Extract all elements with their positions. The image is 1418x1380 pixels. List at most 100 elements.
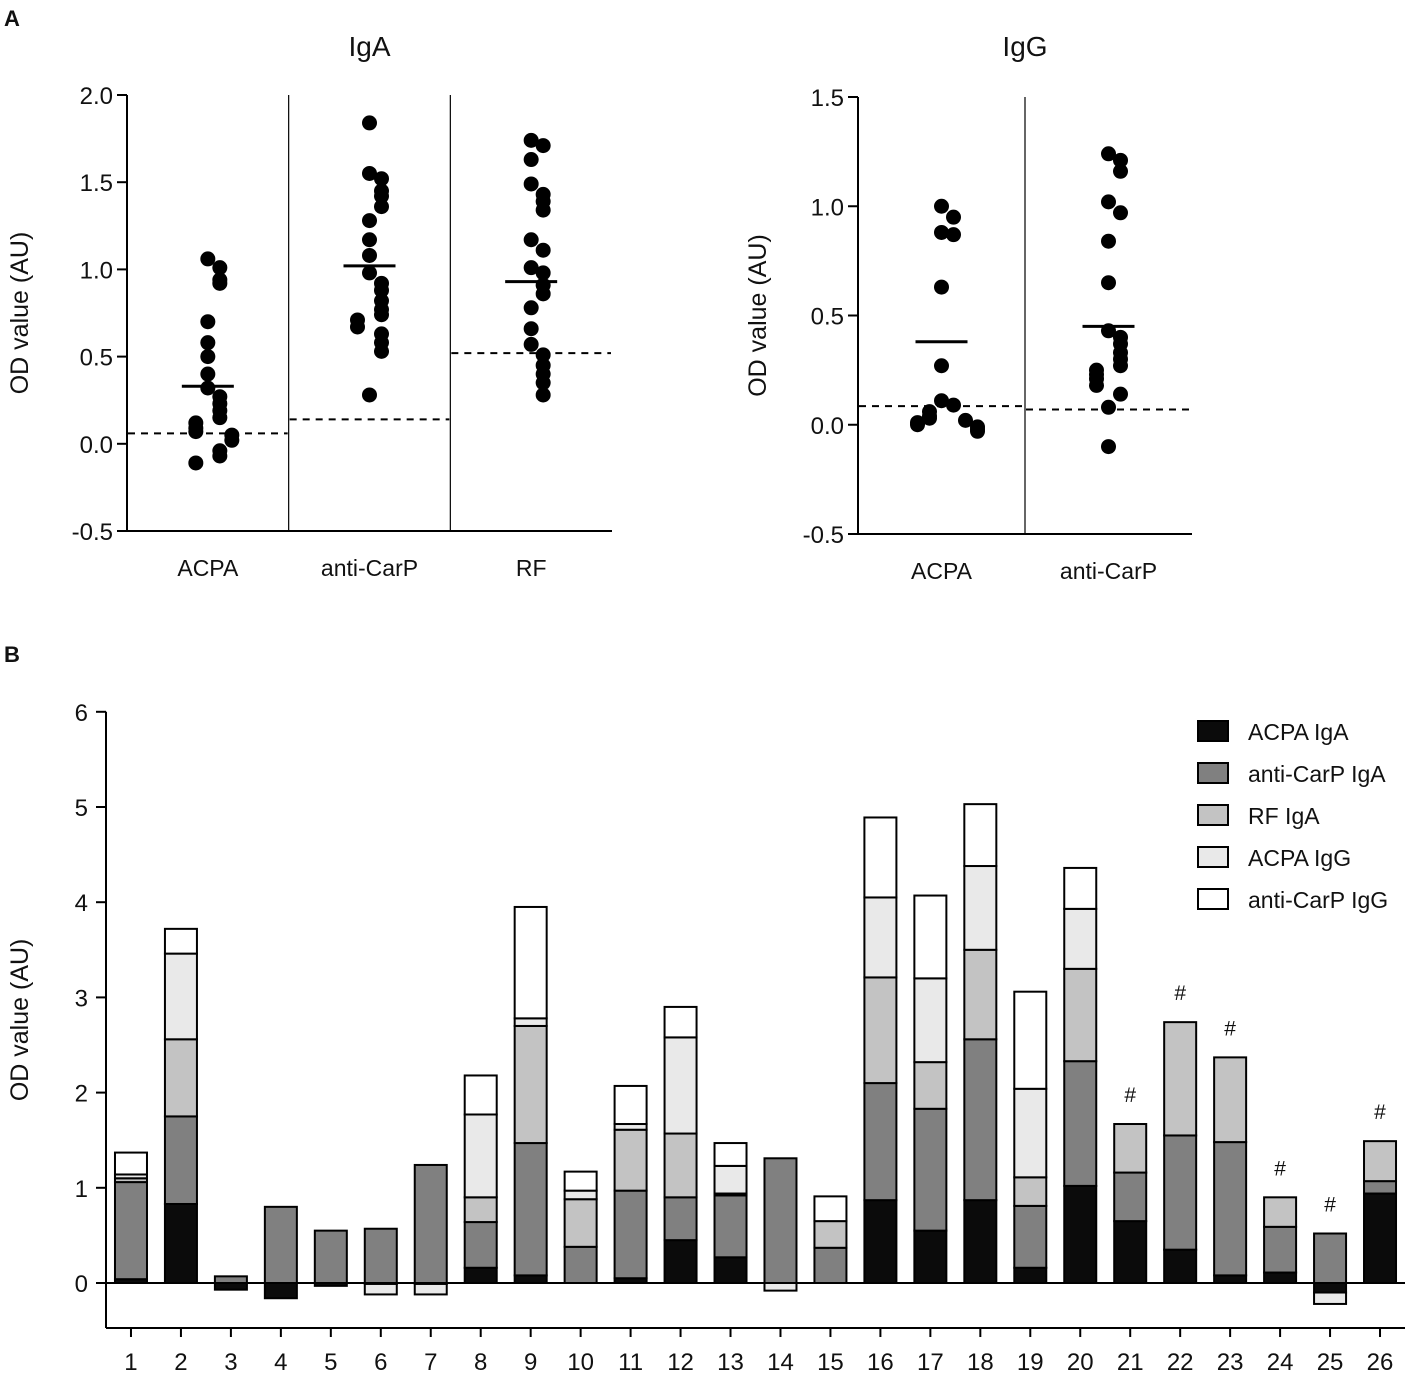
x-category-label: anti-CarP [1060, 558, 1157, 584]
data-point [374, 171, 389, 187]
bar-segment [513, 905, 548, 1020]
y-tick-label: 0.5 [80, 345, 113, 372]
x-tick-label: 22 [1167, 1349, 1194, 1376]
data-point [934, 393, 949, 409]
data-point [1113, 386, 1128, 402]
data-point [362, 387, 377, 403]
legend-label: ACPA IgG [1248, 845, 1351, 871]
bar-segment [113, 1151, 148, 1176]
x-tick-label: 4 [274, 1349, 287, 1376]
bar-segment [163, 1115, 198, 1205]
data-point [362, 232, 377, 248]
x-tick-label: 8 [474, 1349, 487, 1376]
data-point [188, 455, 204, 471]
bar-segment [1263, 1196, 1298, 1228]
data-point [970, 423, 985, 439]
bar-segment [463, 1266, 498, 1284]
y-tick-label: 2 [75, 1081, 88, 1108]
x-tick-label: 17 [917, 1349, 944, 1376]
bar-segment [863, 976, 898, 1085]
bar-segment [663, 1036, 698, 1135]
significance-mark: # [1324, 1193, 1336, 1216]
bar-segment [463, 1221, 498, 1269]
data-point [1113, 152, 1128, 168]
bar-segment [1313, 1291, 1348, 1305]
bar-segment [1063, 1184, 1098, 1284]
y-tick-label: 6 [75, 700, 88, 727]
significance-mark: # [1374, 1101, 1386, 1124]
bar-segment [1163, 1134, 1198, 1251]
bar-segment [863, 1082, 898, 1202]
panel-label-a: A [4, 6, 20, 31]
significance-mark: # [1274, 1157, 1286, 1180]
data-point [535, 138, 551, 154]
legend-label: anti-CarP IgG [1248, 887, 1388, 913]
data-point [523, 176, 539, 192]
y-tick-label: 1 [75, 1176, 88, 1203]
bar-segment [1113, 1220, 1148, 1284]
data-point [350, 319, 365, 335]
data-point [1113, 205, 1128, 221]
bar-segment [813, 1195, 848, 1223]
bar-segment [613, 1189, 648, 1280]
data-point [1101, 146, 1116, 162]
bar-segment [863, 896, 898, 979]
data-point [946, 227, 961, 243]
bar-segment [713, 1164, 748, 1195]
data-point [212, 448, 228, 464]
bar-segment [1313, 1282, 1348, 1294]
bar-segment [163, 952, 198, 1041]
y-axis-label: OD value (AU) [6, 232, 34, 395]
bar-segment [313, 1229, 348, 1285]
bar-segment [963, 1038, 998, 1202]
bar-segment [1013, 1266, 1048, 1284]
significance-mark: # [1124, 1084, 1136, 1107]
data-point [535, 387, 551, 403]
bar-segment [913, 1107, 948, 1232]
igg-dot-plot: IgG OD value (AU) 1.5 1.0 0.5 0.0 -0.5 ACPA anti… [744, 31, 1192, 584]
y-tick-label: 0 [75, 1271, 88, 1298]
bar-segment [863, 1199, 898, 1285]
bar-segment [1213, 1141, 1248, 1277]
bar-segment [1013, 1176, 1048, 1207]
bar-segment [263, 1282, 298, 1300]
bar-segment [413, 1163, 448, 1285]
y-axis-label: OD value (AU) [744, 234, 772, 397]
data-point [1101, 399, 1116, 415]
bar-segment [563, 1198, 598, 1248]
data-point [934, 198, 949, 214]
bar-segment [963, 1199, 998, 1285]
bar-segment [713, 1142, 748, 1167]
x-tick-label: 12 [667, 1349, 694, 1376]
x-tick-label: 19 [1017, 1349, 1044, 1376]
bar-segment [1013, 1204, 1048, 1269]
significance-mark: # [1174, 982, 1186, 1005]
x-tick-label: 16 [867, 1349, 894, 1376]
legend-label: anti-CarP IgA [1248, 761, 1386, 787]
x-category-label: ACPA [177, 555, 239, 581]
data-point [523, 260, 539, 276]
data-point [374, 199, 389, 215]
bar-segment [463, 1196, 498, 1224]
y-tick-label: 4 [75, 890, 88, 917]
data-point [224, 432, 240, 448]
x-tick-label: 13 [717, 1349, 744, 1376]
x-tick-label: 24 [1267, 1349, 1294, 1376]
x-category-label: RF [516, 555, 547, 581]
y-tick-label: 0.5 [811, 304, 844, 331]
data-point [535, 265, 551, 281]
data-point [362, 213, 377, 229]
y-tick-label: 3 [75, 985, 88, 1012]
data-point [188, 424, 204, 440]
x-tick-label: 20 [1067, 1349, 1094, 1376]
y-tick-label: -0.5 [72, 519, 113, 546]
bar-segment [1063, 1060, 1098, 1187]
bar-segment [1213, 1056, 1248, 1144]
legend-swatch [1197, 762, 1229, 784]
bar-segment [1063, 967, 1098, 1063]
iga-dot-plot: IgA OD value (AU) 2.0 1.5 1.0 0.5 0.0 -0.5 ACPA a… [6, 31, 612, 581]
bar-segment [163, 1038, 198, 1118]
y-axis-label: OD value (AU) [6, 939, 34, 1102]
legend-swatch [1197, 720, 1229, 742]
